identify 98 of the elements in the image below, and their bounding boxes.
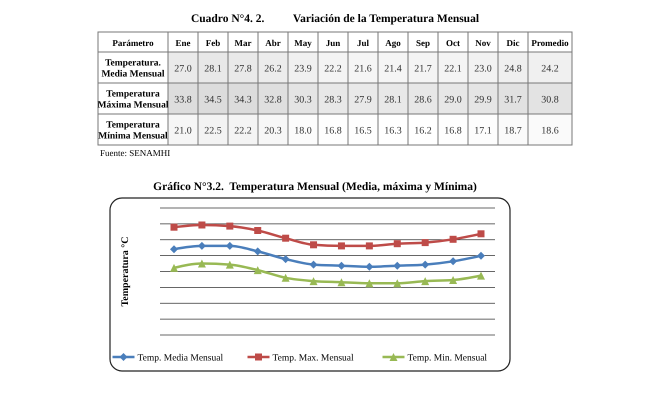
point — [226, 242, 234, 250]
point — [226, 260, 234, 269]
data-label: 16.5 — [354, 126, 372, 136]
data-label: 23.0 — [474, 64, 492, 74]
data-label: 16.8 — [444, 126, 462, 136]
data-label: 29.9 — [474, 94, 492, 106]
x-tick-label: Sep — [416, 38, 430, 48]
point — [477, 252, 485, 260]
point — [226, 222, 234, 230]
data-label: 29.0 — [444, 94, 462, 106]
point — [310, 241, 318, 248]
point — [393, 279, 402, 288]
point — [282, 274, 290, 282]
x-tick-label: Ene — [175, 38, 191, 48]
chart-title: Cuadro N°4. 2. Variación de la Temperatura Mensual — [190, 13, 480, 25]
data-label: 28.1 — [384, 94, 402, 106]
x-tick-label: Jul — [356, 38, 370, 48]
x-tick-label: Dic — [506, 38, 520, 48]
point — [282, 234, 290, 242]
point — [170, 264, 178, 272]
point — [449, 257, 458, 266]
point — [170, 245, 178, 254]
point — [337, 278, 346, 286]
point — [310, 260, 318, 269]
data-label: 18.6 — [541, 126, 559, 136]
data-label: 21.7 — [414, 64, 432, 74]
legend-label: Temp. Min. Mensual — [408, 354, 488, 364]
data-label: 33.8 — [174, 94, 192, 106]
point — [198, 260, 206, 268]
data-label: 24.2 — [541, 64, 559, 74]
point — [366, 242, 373, 250]
data-label: 27.8 — [234, 64, 252, 74]
data-label: 27.9 — [354, 94, 372, 106]
point — [337, 262, 346, 270]
data-label: 22.2 — [324, 64, 342, 74]
point — [254, 227, 262, 234]
x-tick-label: Nov — [475, 38, 492, 48]
point — [282, 255, 290, 264]
data-label: 26.2 — [264, 64, 282, 74]
x-tick-label: Promedio — [531, 38, 570, 48]
point — [421, 260, 430, 269]
y-tick-label: Temperatura Máxima Mensual — [98, 90, 169, 110]
x-tick-label: Jun — [326, 38, 340, 48]
data-label: 32.8 — [264, 94, 282, 106]
data-label: 34.5 — [204, 94, 222, 106]
legend-label: Temp. Media Mensual — [138, 354, 224, 364]
data-label: 22.5 — [204, 126, 222, 136]
x-tick-label: May — [294, 38, 312, 48]
data-label: 31.7 — [504, 94, 522, 106]
y-tick-label: Temperatura. Media Mensual — [101, 58, 165, 80]
data-label: 24.8 — [504, 64, 522, 74]
data-label: 16.3 — [384, 126, 402, 136]
data-label: 21.6 — [354, 64, 372, 74]
x-tick-label: Ago — [385, 38, 402, 48]
data-label: 28.6 — [414, 94, 432, 106]
point — [254, 247, 262, 256]
data-label: 30.8 — [541, 94, 559, 106]
chart-title: Gráfico N°3.2. Temperatura Mensual (Media, máxima y Mínima) — [153, 181, 478, 193]
data-label: 28.1 — [204, 64, 222, 74]
point — [477, 272, 485, 280]
data-label: 34.3 — [234, 94, 252, 106]
point — [170, 224, 178, 231]
data-label: 22.1 — [444, 64, 462, 74]
x-tick-label: Oct — [446, 38, 460, 48]
point — [421, 277, 430, 286]
point — [198, 222, 206, 228]
data-label: 28.3 — [324, 94, 342, 106]
data-label: 20.3 — [264, 126, 282, 136]
point — [365, 279, 374, 288]
data-label: 17.1 — [474, 126, 492, 136]
point — [310, 277, 318, 286]
data-label: 23.9 — [294, 64, 312, 74]
data-label: 22.2 — [234, 126, 252, 136]
x-tick-label: Feb — [206, 38, 220, 48]
x-tick-label: Abr — [265, 38, 281, 48]
point — [338, 242, 345, 250]
data-label: 16.2 — [414, 126, 432, 136]
data-label: 21.0 — [174, 126, 192, 136]
point — [254, 266, 262, 274]
data-label: 18.7 — [504, 126, 522, 136]
point — [449, 276, 458, 284]
data-label: 27.0 — [174, 64, 192, 74]
source-note: Fuente: SENAMHI — [100, 148, 170, 158]
text: Parámetro — [112, 38, 154, 48]
point — [198, 242, 206, 250]
point — [450, 236, 457, 243]
data-label: 18.0 — [294, 126, 312, 136]
y-axis-title: Temperatura °C — [120, 236, 131, 307]
legend-label: Temp. Max. Mensual — [272, 354, 354, 364]
data-label: 30.3 — [294, 94, 312, 106]
data-label: 21.4 — [384, 64, 402, 74]
point — [394, 240, 401, 248]
point — [478, 230, 484, 238]
point — [422, 239, 429, 246]
y-tick-label: Temperatura Mínima Mensual — [98, 120, 168, 142]
x-tick-label: Mar — [234, 38, 252, 48]
data-label: 16.8 — [324, 126, 342, 136]
point — [393, 262, 402, 270]
